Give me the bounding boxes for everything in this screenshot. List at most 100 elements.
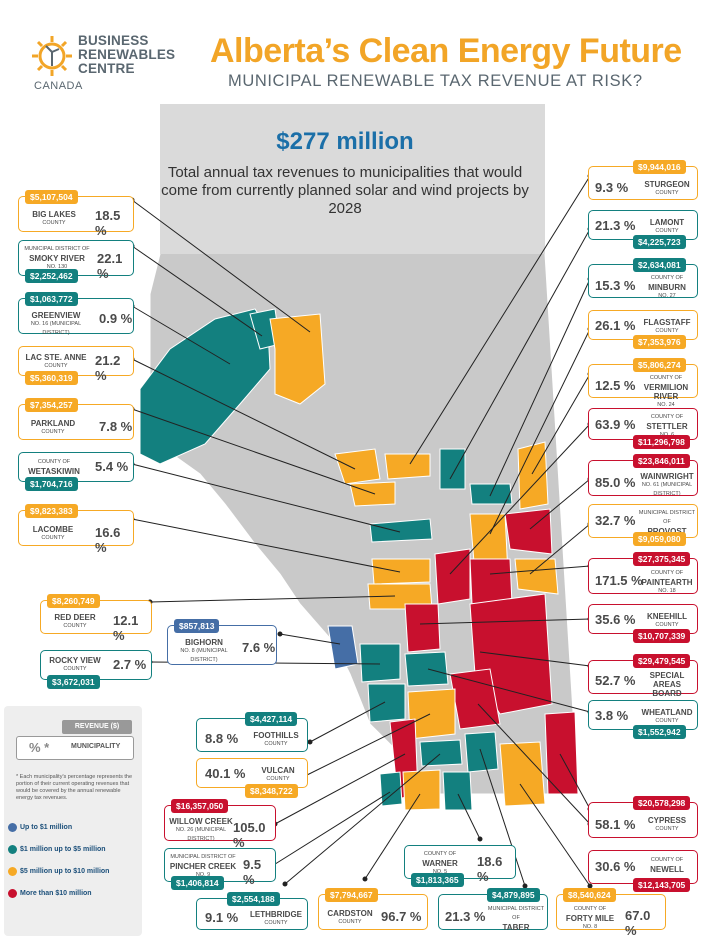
revenue-badge: $29,479,545 (633, 654, 691, 668)
revenue-badge: $4,879,895 (487, 888, 540, 902)
revenue-badge: $27,375,345 (633, 552, 691, 566)
revenue-badge: $16,357,050 (171, 799, 229, 813)
revenue-badge: $9,823,383 (25, 504, 78, 518)
percent-value: 9.5 % (243, 857, 262, 887)
municipality-name: PARKLAND COUNTY (30, 419, 76, 435)
municipality-name: COUNTY OF PAINTEARTH NO. 18 (641, 570, 693, 594)
revenue-badge: $1,704,716 (25, 477, 78, 491)
municipality-name: KNEEHILL COUNTY (647, 612, 687, 628)
percent-value: 85.0 % (595, 475, 636, 490)
region-greenview (139, 308, 271, 465)
municipality-name: ROCKY VIEW COUNTY (49, 656, 101, 672)
card-sturgeon: $9,944,016 9.3 % STURGEON COUNTY (588, 160, 698, 200)
region-wheatland (404, 651, 449, 687)
card-big-lakes: $5,107,504 BIG LAKES COUNTY 18.5 % (18, 190, 134, 238)
card-parkland: $7,354,257 PARKLAND COUNTY 7.8 % (18, 398, 134, 440)
percent-value: 18.6 % (477, 854, 503, 884)
percent-value: 32.7 % (595, 513, 636, 528)
card-smoky-river: MUNICIPAL DISTRICT OF SMOKY RIVER No. 130 … (18, 240, 134, 283)
municipality-name: COUNTY OF WARNER NO. 5 (422, 851, 458, 875)
legend-item-blue: Up to $1 million (8, 823, 72, 832)
revenue-badge: $857,813 (174, 619, 220, 633)
card-kneehill: 35.6 % KNEEHILL COUNTY $10,707,339 (588, 604, 698, 643)
headline: $277 million Total annual tax revenues t… (150, 128, 540, 218)
region-paintearth (469, 558, 513, 605)
revenue-badge: $12,143,705 (633, 878, 691, 892)
municipality-name: STURGEON COUNTY (644, 180, 690, 196)
percent-value: 12.5 % (595, 378, 636, 393)
card-cardston: $7,794,667 CARDSTON COUNTY 96.7 % (318, 888, 428, 930)
percent-value: 52.7 % (595, 673, 636, 688)
legend-dot-icon (8, 867, 17, 876)
page-title: Alberta’s Clean Energy Future (210, 32, 682, 70)
card-vermilion-river: $5,806,274 12.5 % COUNTY OF VERMILION RIV… (588, 358, 698, 408)
region-provost (514, 558, 559, 595)
brand-line-1: BUSINESS (78, 33, 149, 48)
revenue-badge: $8,540,624 (563, 888, 616, 902)
card-lac-ste-anne: LAC STE. ANNE COUNTY 21.2 % $5,360,319 (18, 346, 134, 385)
card-provost: 32.7 % MUNICIPAL DISTRICT OFPROVOSTNO. 5… (588, 504, 698, 546)
region-wetaskiwin (369, 518, 433, 543)
percent-value: 40.1 % (205, 766, 246, 781)
percent-value: 2.7 % (113, 657, 147, 672)
northern-band (160, 104, 545, 254)
municipality-name: SPECIAL AREAS BOARD (649, 671, 685, 698)
revenue-badge: $9,059,080 (633, 532, 686, 546)
percent-value: 58.1 % (595, 817, 636, 832)
municipality-name: COUNTY OF MINBURN No. 27 (648, 275, 686, 299)
percent-value: 63.9 % (595, 417, 636, 432)
legend-dot-icon (8, 823, 17, 832)
percent-value: 22.1 % (97, 251, 123, 281)
sun-turbine-icon (32, 36, 72, 76)
legend-dot-icon (8, 889, 17, 898)
region-big-lakes (269, 313, 326, 405)
card-rocky-view: ROCKY VIEW COUNTY 2.7 % $3,672,031 (40, 650, 152, 689)
percent-value: 21.3 % (445, 909, 486, 924)
revenue-badge: $3,672,031 (47, 675, 100, 689)
brand-line-2: RENEWABLES (78, 47, 176, 62)
percent-value: 7.6 % (242, 640, 276, 655)
legend-note: * Each municipality's percentage represe… (16, 774, 133, 801)
region-kneehill (404, 603, 441, 653)
header: BUSINESS RENEWABLES CENTRE CANADA Albert… (0, 0, 716, 104)
card-wheatland: 3.8 % WHEATLAND COUNTY $1,552,942 (588, 700, 698, 739)
municipality-name: WILLOW CREEK NO. 26 (MUNICIPAL DISTRICT) (169, 817, 233, 842)
revenue-badge: $1,063,772 (25, 292, 78, 306)
card-foothills: $4,427,114 8.8 % FOOTHILLS COUNTY (196, 712, 308, 752)
revenue-badge: $8,348,722 (245, 784, 298, 798)
region-cardston (402, 769, 441, 811)
map-area (0, 104, 716, 951)
municipality-name: COUNTY OF NEWELL (650, 857, 684, 874)
percent-value: 7.8 % (99, 419, 133, 434)
percent-value: 16.6 % (95, 525, 121, 555)
percent-value: 105.0 % (233, 820, 266, 850)
municipality-name: COUNTY OF FORTY MILE NO. 8 (565, 906, 615, 930)
brand-country: CANADA (34, 80, 83, 92)
card-forty-mile: $8,540,624 COUNTY OF FORTY MILE NO. 8 67.0… (556, 888, 666, 938)
alberta-map (129, 104, 593, 889)
revenue-badge: $5,360,319 (25, 371, 78, 385)
revenue-badge: $1,813,365 (411, 873, 464, 887)
card-lethbridge: $2,554,188 9.1 % LETHBRIDGE COUNTY (196, 892, 308, 930)
card-minburn: $2,634,081 15.3 % COUNTY OF MINBURN No. 27 (588, 258, 698, 299)
card-lacombe: $9,823,383 LACOMBE COUNTY 16.6 % (18, 504, 134, 555)
card-pincher-creek: MUNICIPAL DISTRICT OF PINCHER CREEK No. 9 … (164, 848, 276, 890)
percent-value: 15.3 % (595, 278, 636, 293)
legend-item-orange: $5 million up to $10 million (8, 867, 109, 876)
card-special-areas: $29,479,545 52.7 % SPECIAL AREAS BOARD (588, 654, 698, 698)
municipality-name: BIG LAKES COUNTY (32, 210, 76, 226)
municipality-name: VULCAN COUNTY (261, 766, 295, 782)
percent-value: 0.9 % (99, 311, 133, 326)
region-rocky-view (359, 643, 401, 683)
page-subtitle: MUNICIPAL RENEWABLE TAX REVENUE AT RISK? (228, 72, 643, 90)
municipality-name: COUNTY OF WETASKIWIN (28, 459, 80, 476)
municipality-name: WHEATLAND COUNTY (641, 708, 693, 724)
municipality-name: MUNICIPAL DISTRICT OF SMOKY RIVER No. 130 (24, 246, 90, 270)
card-bighorn: $857,813 BIGHORN No. 8 (MUNICIPAL DISTRIC… (167, 619, 277, 665)
legend-sample-label: MUNICIPALITY (71, 743, 121, 750)
revenue-badge: $4,427,114 (245, 712, 298, 726)
municipality-name: CYPRESS COUNTY (647, 816, 687, 832)
legend-sample-pct: % * (29, 740, 50, 755)
municipality-name: FLAGSTAFF COUNTY (643, 318, 691, 334)
municipality-name: BIGHORN No. 8 (MUNICIPAL DISTRICT) (180, 638, 228, 663)
